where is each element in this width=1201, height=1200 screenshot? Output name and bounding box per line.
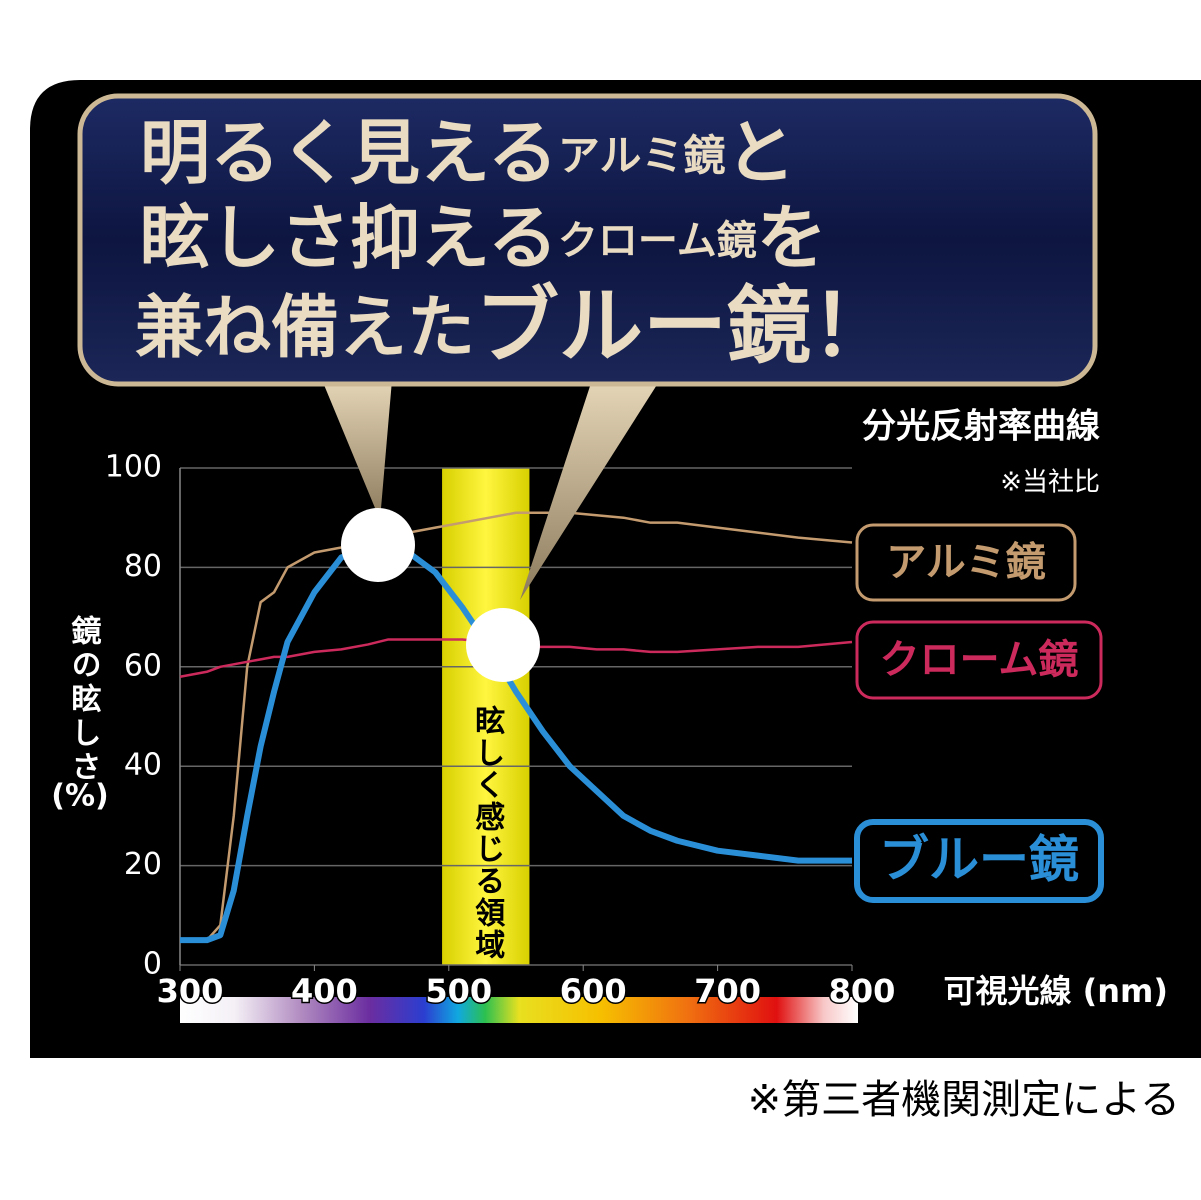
x-tick-label: 800 bbox=[829, 972, 896, 1010]
y-axis-title: 鏡の眩しさ bbox=[66, 614, 102, 785]
legend-label: クローム鏡 bbox=[880, 637, 1079, 683]
legend-label: アルミ鏡 bbox=[886, 540, 1046, 586]
x-tick-label: 600 bbox=[560, 972, 627, 1010]
callout-pointer bbox=[322, 380, 392, 520]
legend-label: ブルー鏡 bbox=[879, 831, 1079, 889]
callout-box bbox=[77, 93, 1098, 387]
callout-segment: 兼ね備えた bbox=[135, 289, 475, 368]
y-tick-label: 40 bbox=[124, 748, 162, 783]
y-tick-label: 60 bbox=[124, 648, 162, 683]
y-tick-label: 100 bbox=[105, 450, 162, 485]
series-line bbox=[180, 511, 853, 942]
callout-segment: 眩しさ抑える bbox=[140, 197, 558, 279]
plot-area: 眩しく感じる領域 0 20 40 60 80 100 bbox=[105, 450, 853, 982]
legend-box bbox=[854, 819, 1104, 903]
x-tick-label: 300 bbox=[157, 972, 224, 1010]
y-axis-unit: (%) bbox=[51, 779, 108, 814]
x-tick-label: 400 bbox=[291, 972, 358, 1010]
x-tick-label: 700 bbox=[694, 972, 761, 1010]
callout-segment: 明るく見える bbox=[140, 112, 558, 194]
callout-segment: ブルー鏡！ bbox=[475, 277, 895, 375]
y-tick-label: 0 bbox=[143, 947, 162, 982]
series-line bbox=[180, 542, 852, 944]
callout-pointer bbox=[520, 380, 660, 600]
spectrum-bar bbox=[180, 997, 858, 1023]
series-line bbox=[179, 638, 853, 678]
y-tick-label: 20 bbox=[124, 847, 162, 882]
callout-line: 眩しさ抑えるクローム鏡を bbox=[140, 197, 827, 279]
note: ※当社比 bbox=[1000, 468, 1100, 498]
callout-line: 兼ね備えたブルー鏡！ bbox=[135, 277, 895, 375]
callout-segment: を bbox=[757, 197, 827, 279]
callout-segment: と bbox=[726, 112, 796, 194]
highlight-circle bbox=[341, 508, 415, 582]
legend-box bbox=[855, 620, 1103, 700]
highlight-circle bbox=[466, 608, 540, 682]
callout-line: 明るく見えるアルミ鏡と bbox=[140, 112, 796, 194]
footnote: ※第三者機関測定による bbox=[748, 1077, 1180, 1123]
x-axis-title: 可視光線 (nm) bbox=[943, 972, 1168, 1010]
band-label: 眩しく感じる領域 bbox=[469, 705, 505, 961]
legend-box bbox=[855, 523, 1077, 602]
callout-text: 明るく見えるアルミ鏡と 眩しさ抑えるクローム鏡を 兼ね備えたブルー鏡！ bbox=[135, 112, 895, 375]
highlight-band bbox=[442, 468, 530, 965]
callout-segment: クローム鏡 bbox=[558, 218, 757, 264]
callout-segment: アルミ鏡 bbox=[558, 131, 726, 180]
x-tick-label: 500 bbox=[425, 972, 492, 1010]
chart-title: 分光反射率曲線 bbox=[862, 407, 1100, 447]
y-tick-label: 80 bbox=[124, 549, 162, 584]
